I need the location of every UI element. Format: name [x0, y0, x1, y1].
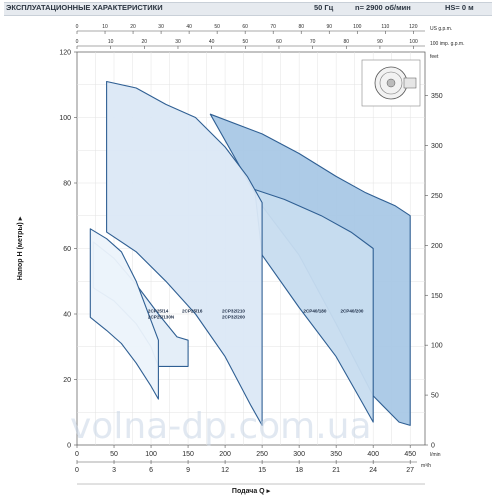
series-area-2 — [106, 80, 263, 426]
y-tick-label: 80 — [63, 181, 71, 188]
feet-tick-label: 100 — [431, 343, 443, 350]
impgpm-tick-label: 70 — [310, 39, 316, 45]
pump-curve-areas — [89, 80, 411, 426]
m3h-tick-label: 24 — [369, 467, 377, 474]
impgpm-tick-label: 90 — [377, 39, 383, 45]
feet-tick-label: 300 — [431, 143, 443, 150]
impgpm-tick-label: 80 — [344, 39, 350, 45]
series-label: 2CP40/180 — [303, 308, 326, 313]
x-tick-label: 200 — [219, 451, 231, 458]
frequency-label: 50 Гц — [314, 3, 334, 12]
impgpm-tick-label: 10 — [108, 39, 114, 45]
feet-tick-label: 200 — [431, 243, 443, 250]
usgpm-tick-label: 80 — [298, 24, 304, 30]
x-tick-label: 300 — [293, 451, 305, 458]
x-tick-label: 350 — [330, 451, 342, 458]
chart-header: ЭКСПЛУАТАЦИОННЫЕ ХАРАКТЕРИСТИКИ 50 Гц n=… — [0, 0, 500, 16]
m3h-tick-label: 12 — [221, 467, 229, 474]
series-area-1 — [254, 188, 374, 423]
pump-icon-outlet — [403, 77, 417, 89]
impgpm-tick-label: 0 — [76, 39, 79, 45]
x-tick-label: 400 — [367, 451, 379, 458]
x-tick-label: 450 — [404, 451, 416, 458]
usgpm-tick-label: 0 — [76, 24, 79, 30]
x-tick-label: 100 — [145, 451, 157, 458]
y-tick-label: 120 — [59, 50, 71, 57]
usgpm-unit-label: US g.p.m. — [430, 26, 452, 32]
usgpm-tick-label: 110 — [381, 24, 389, 30]
y-tick-label: 60 — [63, 246, 71, 253]
x-tick-label: 0 — [75, 451, 79, 458]
x-tick-label: 50 — [110, 451, 118, 458]
impgpm-tick-label: 20 — [142, 39, 148, 45]
usgpm-tick-label: 20 — [130, 24, 136, 30]
usgpm-tick-label: 10 — [102, 24, 108, 30]
x-tick-label: 150 — [182, 451, 194, 458]
series-label: 2CP25/130N — [148, 314, 175, 319]
watermark: volna-dp.com.ua — [70, 406, 372, 447]
y-tick-label: 40 — [63, 312, 71, 319]
m3h-tick-label: 15 — [258, 467, 266, 474]
usgpm-tick-label: 120 — [409, 24, 418, 30]
series-label: 2CP32/200 — [222, 314, 245, 319]
feet-tick-label: 350 — [431, 93, 443, 100]
usgpm-tick-label: 60 — [242, 24, 248, 30]
m3h-tick-label: 0 — [75, 467, 79, 474]
feet-tick-label: 250 — [431, 193, 443, 200]
m3h-tick-label: 21 — [332, 467, 340, 474]
lpm-unit-label: l/min — [430, 452, 441, 458]
impgpm-tick-label: 40 — [209, 39, 215, 45]
impgpm-tick-label: 100 — [409, 39, 418, 45]
feet-unit-label: feet — [430, 54, 439, 60]
impgpm-unit-label: 100 imp. g.p.m. — [430, 41, 464, 47]
m3h-tick-label: 9 — [186, 467, 190, 474]
hs-label: HS= 0 м — [445, 3, 474, 12]
x-tick-label: 250 — [256, 451, 268, 458]
pump-icon — [361, 59, 421, 107]
series-label: 2CP32/210 — [222, 308, 245, 313]
m3h-tick-label: 6 — [149, 467, 153, 474]
pump-icon-hub — [386, 78, 396, 88]
usgpm-tick-label: 30 — [158, 24, 164, 30]
series-area-4 — [89, 228, 159, 400]
usgpm-tick-label: 90 — [326, 24, 332, 30]
speed-label: n= 2900 об/мин — [355, 3, 411, 12]
usgpm-tick-label: 50 — [214, 24, 220, 30]
m3h-tick-label: 18 — [295, 467, 303, 474]
chart-title: ЭКСПЛУАТАЦИОННЫЕ ХАРАКТЕРИСТИКИ — [6, 3, 163, 12]
series-label: 2CP40/200 — [340, 308, 363, 313]
usgpm-tick-label: 70 — [270, 24, 276, 30]
usgpm-tick-label: 40 — [186, 24, 192, 30]
impgpm-tick-label: 50 — [243, 39, 249, 45]
series-label: 2CP25/16 — [182, 308, 203, 313]
y-axis-title: Напор H (метры) ▸ — [17, 216, 24, 280]
x-axis-title: Подача Q ▸ — [232, 488, 271, 495]
feet-tick-label: 150 — [431, 293, 443, 300]
m3h-tick-label: 3 — [112, 467, 116, 474]
y-tick-label: 0 — [67, 443, 71, 450]
pump-icon-ring — [379, 71, 403, 95]
series-label: 2CP25/14 — [148, 308, 169, 313]
y-tick-label: 100 — [59, 115, 71, 122]
y-tick-label: 20 — [63, 377, 71, 384]
m3h-tick-label: 27 — [406, 467, 414, 474]
feet-tick-label: 50 — [431, 393, 439, 400]
impgpm-tick-label: 60 — [276, 39, 282, 45]
feet-tick-label: 0 — [431, 443, 435, 450]
header-bar — [4, 2, 492, 16]
usgpm-tick-label: 100 — [353, 24, 362, 30]
m3h-unit-label: m³/h — [421, 463, 431, 469]
impgpm-tick-label: 30 — [175, 39, 181, 45]
